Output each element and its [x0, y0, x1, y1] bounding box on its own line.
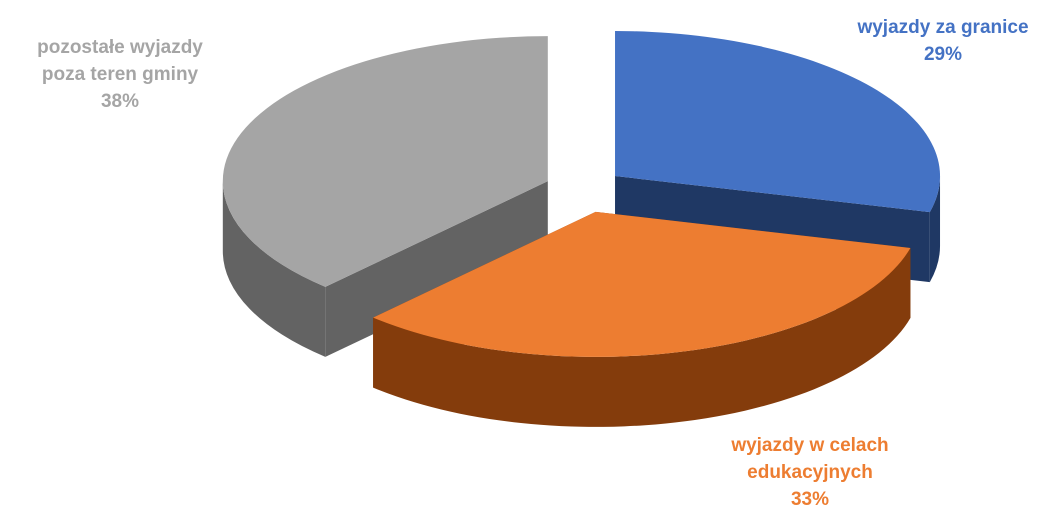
slice-other-wall-1 [325, 181, 548, 357]
slice-label-abroad-value: 29% [923, 44, 963, 65]
slice-education-side [373, 247, 911, 427]
slice-label-education-line-1: wyjazdy w celach [731, 435, 889, 456]
slice-label-other-line-1: pozostałe wyjazdy [37, 37, 203, 58]
slice-label-other-value: 38% [100, 91, 140, 112]
slice-education-top [373, 211, 911, 357]
slice-other-top [222, 36, 548, 287]
slice-label-other: pozostałe wyjazdy poza teren gminy 38% [10, 34, 230, 115]
slice-education [373, 211, 911, 427]
slice-abroad-top [615, 31, 941, 213]
slice-abroad-side [929, 176, 941, 283]
slice-label-abroad: wyjazdy za granice 29% [838, 14, 1048, 68]
slice-label-education-line-2: edukacyjnych [747, 462, 873, 483]
slice-label-education-value: 33% [790, 489, 830, 510]
slice-other-side [222, 181, 326, 357]
slice-label-abroad-line-1: wyjazdy za granice [857, 17, 1029, 38]
slice-label-other-line-2: poza teren gminy [41, 64, 199, 85]
slice-other [222, 36, 548, 357]
slice-label-education: wyjazdy w celach edukacyjnych 33% [700, 432, 920, 513]
